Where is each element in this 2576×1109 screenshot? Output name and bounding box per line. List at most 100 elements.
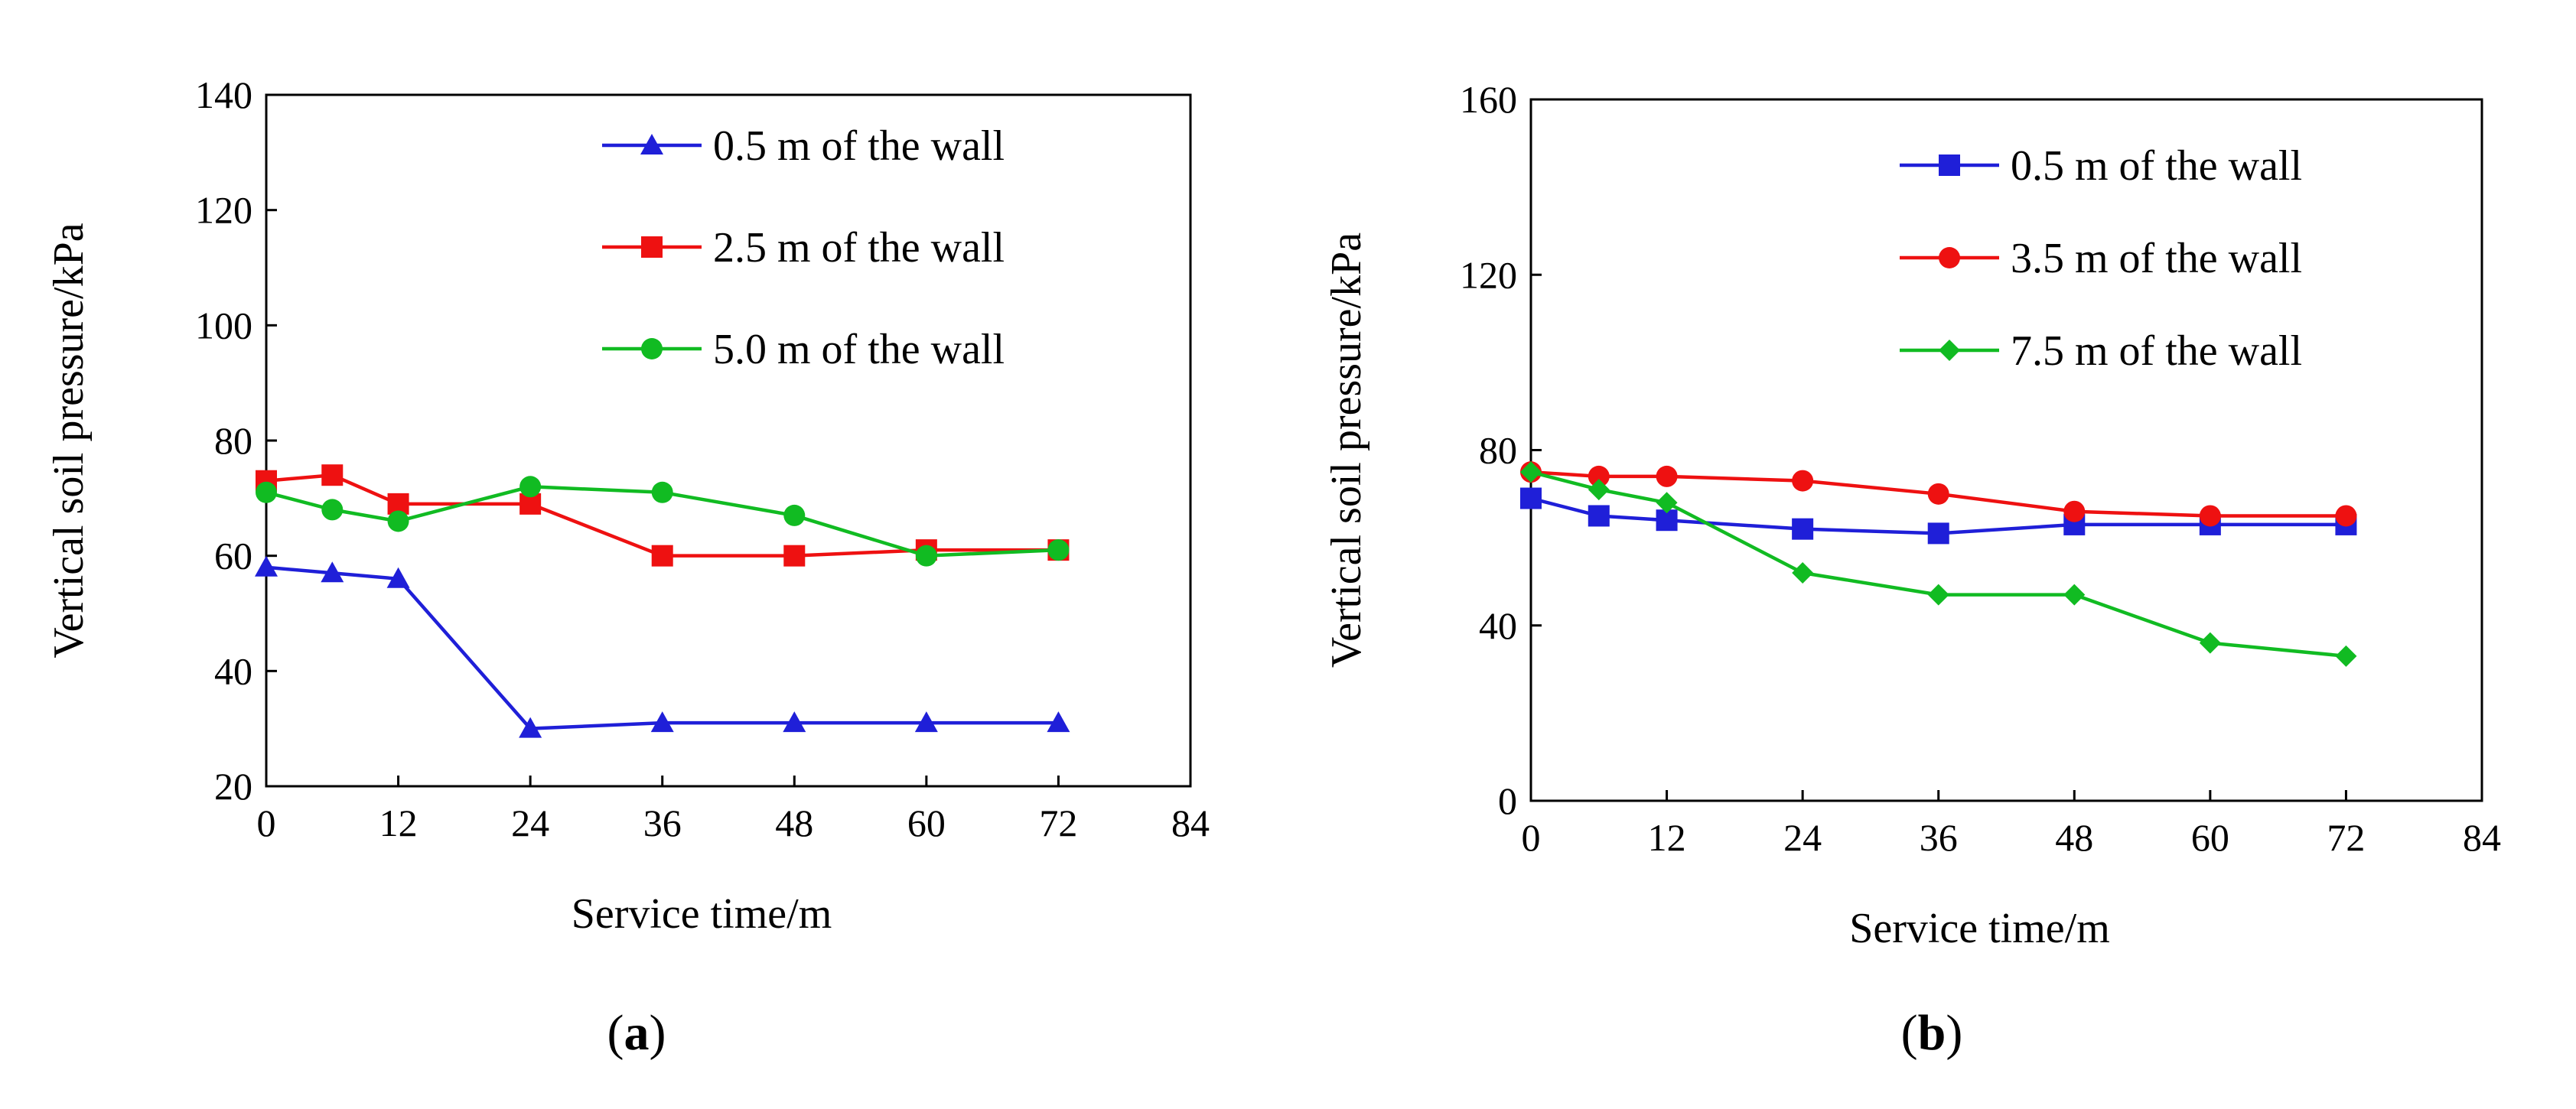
- legend-marker: [1939, 340, 1960, 361]
- x-tick-label: 48: [2055, 816, 2093, 859]
- data-point: [1927, 483, 1949, 505]
- series-line: [265, 473, 1059, 558]
- y-tick-label: 0: [1498, 779, 1517, 822]
- series-line: [1530, 496, 2346, 535]
- y-tick-label: 140: [195, 73, 252, 116]
- data-point: [783, 545, 806, 567]
- data-point: [1588, 505, 1610, 527]
- legend-marker: [641, 236, 663, 258]
- x-tick-label: 84: [2463, 816, 2501, 859]
- data-point: [321, 499, 344, 521]
- series-2: [1520, 461, 2357, 527]
- data-point: [915, 545, 937, 567]
- data-point: [1927, 584, 1949, 606]
- x-axis-title: Service time/m: [1849, 905, 2110, 952]
- data-point: [1588, 465, 1610, 487]
- legend-entry-2: 2.5 m of the wall: [602, 224, 1005, 272]
- x-tick-label: 0: [257, 802, 276, 844]
- data-point: [256, 481, 277, 503]
- legend-entry-1: 0.5 m of the wall: [602, 122, 1005, 170]
- data-point: [2199, 632, 2221, 654]
- data-point: [321, 464, 344, 486]
- legend-label: 3.5 m of the wall: [2011, 235, 2302, 282]
- data-point: [1792, 561, 1814, 584]
- panel-label-letter: b: [1918, 1005, 1946, 1061]
- x-tick-label: 36: [643, 802, 682, 844]
- y-tick-label: 40: [1479, 604, 1517, 647]
- x-tick-label: 72: [2327, 816, 2365, 859]
- data-point: [2199, 505, 2221, 527]
- series-2: [256, 464, 1070, 567]
- y-tick-label: 120: [1460, 253, 1517, 296]
- y-tick-label: 40: [214, 649, 252, 692]
- legend-label: 5.0 m of the wall: [713, 326, 1005, 373]
- plot-area: [265, 93, 1192, 788]
- legend-marker: [1939, 247, 1960, 268]
- x-tick-label: 60: [907, 802, 946, 844]
- panel-label: (b): [1901, 1005, 1963, 1061]
- series-line: [265, 565, 1059, 730]
- y-axis-title: Vertical soil pressure/kPa: [45, 223, 93, 658]
- legend-label: 2.5 m of the wall: [713, 224, 1005, 272]
- panel-label-suffix: ): [650, 1005, 666, 1061]
- x-tick-label: 24: [511, 802, 549, 844]
- legend-marker: [641, 338, 663, 359]
- legend-marker: [1939, 154, 1960, 176]
- data-point: [1792, 470, 1814, 492]
- x-tick-label: 60: [2191, 816, 2229, 859]
- data-point: [1520, 461, 1542, 483]
- panel-label-suffix: ): [1946, 1005, 1962, 1061]
- legend-label: 7.5 m of the wall: [2011, 327, 2302, 375]
- data-point: [1656, 492, 1678, 514]
- y-tick-label: 80: [1479, 429, 1517, 472]
- chart-b: 0 40 80 120 160 0 12 24 36 48 60 72 84 Service time/m…: [1323, 78, 2501, 1061]
- panel-label-letter: a: [624, 1005, 650, 1061]
- y-tick-label: 100: [195, 304, 252, 346]
- series-line: [1530, 470, 2346, 518]
- data-point: [519, 717, 542, 738]
- data-point: [1047, 539, 1070, 561]
- x-tick-label: 12: [379, 802, 418, 844]
- y-tick-label: 160: [1460, 78, 1517, 121]
- legend-label: 0.5 m of the wall: [2011, 142, 2302, 190]
- x-axis-title: Service time/m: [572, 890, 832, 938]
- data-point: [1588, 479, 1610, 501]
- data-point: [783, 711, 806, 733]
- data-point: [1656, 465, 1678, 487]
- data-point: [783, 504, 806, 526]
- data-point: [1520, 487, 1542, 509]
- y-tick-label: 120: [195, 189, 252, 232]
- legend-entry-3: 5.0 m of the wall: [602, 326, 1005, 373]
- data-point: [255, 555, 278, 577]
- legend-entry-1: 0.5 m of the wall: [1900, 142, 2302, 190]
- series-line: [1530, 470, 2346, 659]
- series-3: [256, 476, 1070, 567]
- panel-label-prefix: (: [1901, 1005, 1918, 1061]
- data-point: [651, 481, 673, 503]
- data-point: [651, 545, 673, 567]
- series-3: [1520, 461, 2357, 667]
- series-line: [265, 485, 1059, 558]
- data-point: [387, 510, 409, 532]
- panel-label: (a): [607, 1005, 666, 1061]
- y-tick-label: 20: [214, 765, 252, 808]
- panel-label-prefix: (: [607, 1005, 624, 1061]
- data-point: [321, 561, 344, 583]
- x-tick-label: 72: [1039, 802, 1077, 844]
- data-point: [1792, 518, 1814, 540]
- y-tick-label: 60: [214, 535, 252, 577]
- data-point: [2335, 505, 2357, 527]
- data-point: [2063, 500, 2086, 522]
- x-tick-label: 0: [1522, 816, 1541, 859]
- data-point: [2063, 584, 2086, 606]
- data-point: [1927, 522, 1949, 545]
- data-point: [2335, 645, 2357, 667]
- x-tick-label: 48: [775, 802, 813, 844]
- data-point: [650, 711, 674, 733]
- x-tick-label: 12: [1648, 816, 1686, 859]
- y-tick-label: 80: [214, 419, 252, 462]
- x-tick-label: 84: [1171, 802, 1210, 844]
- data-point: [914, 711, 938, 733]
- series-1: [255, 555, 1070, 738]
- legend-entry-3: 7.5 m of the wall: [1900, 327, 2302, 375]
